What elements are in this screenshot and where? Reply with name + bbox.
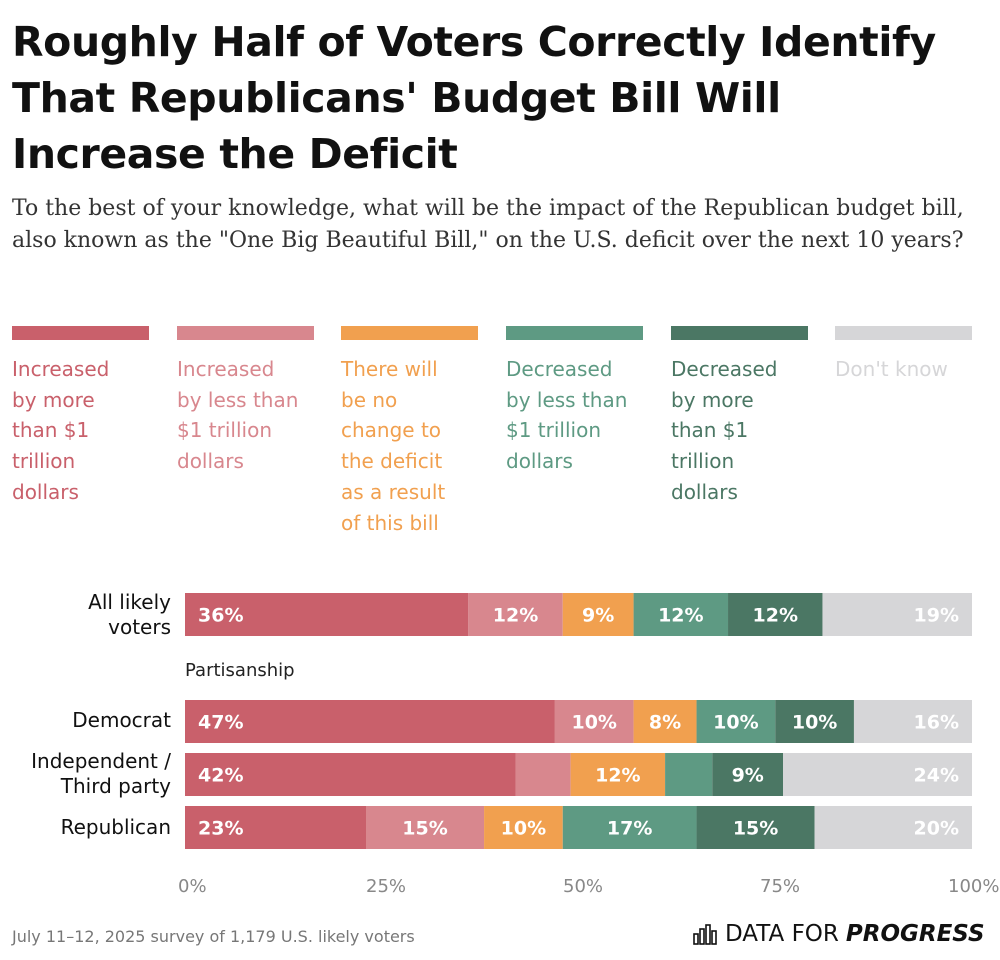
legend-label: Increased by less than $1 trillion dollars xyxy=(177,357,299,474)
bar-value-label: 12% xyxy=(753,605,798,627)
bar-segment xyxy=(468,593,563,636)
legend-swatch xyxy=(341,326,478,340)
bar-segment xyxy=(822,593,972,636)
bar-value-label: 12% xyxy=(493,605,538,627)
bar-segment xyxy=(853,700,972,743)
bar-value-label: 23% xyxy=(198,818,243,840)
row-label-all-voters: All likely voters xyxy=(88,590,171,639)
legend-label: Decreased by less than $1 trillion dollars xyxy=(506,357,628,474)
bar-value-label: 12% xyxy=(658,605,703,627)
bar-segment xyxy=(484,806,563,849)
footer-note: July 11–12, 2025 survey of 1,179 U.S. li… xyxy=(12,927,415,946)
bar-value-label: 9% xyxy=(732,765,764,787)
bar-value-label: 42% xyxy=(198,765,243,787)
bar-value-label: 9% xyxy=(582,605,614,627)
legend-item-no-change: There will be no change to the deficit as a … xyxy=(341,326,478,538)
bar-segment xyxy=(783,753,972,796)
x-tick-50: 50% xyxy=(563,876,604,897)
group-label-partisanship: Partisanship xyxy=(185,660,295,681)
row-label-democrat: Democrat xyxy=(72,708,171,732)
x-tick-100: 100% xyxy=(948,876,1000,897)
chart-title: Roughly Half of Voters Correctly Identif… xyxy=(12,18,936,178)
legend-label: Don't know xyxy=(835,357,948,381)
bar-segment xyxy=(696,806,815,849)
bar-value-label: 36% xyxy=(198,605,243,627)
x-tick-75: 75% xyxy=(760,876,801,897)
row-label-independent: Independent / Third party xyxy=(31,749,171,798)
bar-segment xyxy=(570,753,666,796)
bar-segment xyxy=(728,593,823,636)
legend-item-dont-know: Don't know xyxy=(835,326,972,385)
bar-segment xyxy=(775,700,854,743)
x-tick-0: 0% xyxy=(178,876,207,897)
bar-segment xyxy=(633,593,729,636)
chart-subtitle: To the best of your knowledge, what will… xyxy=(12,196,964,253)
bar-segment xyxy=(562,806,697,849)
bar-segment xyxy=(554,700,634,743)
bar-value-label: 10% xyxy=(501,818,546,840)
bar-value-label: 19% xyxy=(914,605,959,627)
bar-segment xyxy=(665,753,713,796)
legend-swatch xyxy=(506,326,643,340)
bar-value-label: 10% xyxy=(571,712,616,734)
bar-segment xyxy=(696,700,776,743)
legend-swatch xyxy=(12,326,149,340)
row-label-republican: Republican xyxy=(60,815,171,839)
bar-value-label: 17% xyxy=(607,818,652,840)
legend-item-increased-less: Increased by less than $1 trillion dollars xyxy=(177,326,314,477)
bar-segment xyxy=(366,806,485,849)
brand-logo: DATA FOR PROGRESS xyxy=(693,921,985,947)
bar-segment xyxy=(185,593,469,636)
bar-value-label: 20% xyxy=(914,818,959,840)
bar-value-label: 47% xyxy=(198,712,243,734)
brand-text-light: DATA FOR xyxy=(725,921,839,947)
legend-label: Decreased by more than $1 trillion dollars xyxy=(671,357,778,504)
bar-segment xyxy=(712,753,784,796)
legend-item-decreased-less: Decreased by less than $1 trillion dollars xyxy=(506,326,643,477)
bar-segment xyxy=(814,806,972,849)
bar-segment xyxy=(562,593,634,636)
bar-segment xyxy=(185,806,367,849)
legend-swatch xyxy=(835,326,972,340)
x-tick-25: 25% xyxy=(366,876,407,897)
bar-value-label: 10% xyxy=(792,712,837,734)
legend-label: Increased by more than $1 trillion dollars xyxy=(12,357,110,504)
bar-value-label: 10% xyxy=(713,712,758,734)
legend: Increased by more than $1 trillion dollars I… xyxy=(12,326,974,536)
legend-swatch xyxy=(177,326,314,340)
bar-segment xyxy=(515,753,571,796)
bar-segment xyxy=(185,753,516,796)
bar-segment xyxy=(185,700,555,743)
legend-label: There will be no change to the deficit as a … xyxy=(341,357,446,535)
bar-chart-icon xyxy=(693,924,717,945)
bar-value-label: 15% xyxy=(733,818,778,840)
bar-segment xyxy=(633,700,697,743)
legend-swatch xyxy=(671,326,808,340)
bar-value-label: 15% xyxy=(402,818,447,840)
bar-value-label: 12% xyxy=(595,765,640,787)
legend-item-increased-more: Increased by more than $1 trillion dollars xyxy=(12,326,149,508)
bar-value-label: 24% xyxy=(914,765,959,787)
bar-value-label: 16% xyxy=(914,712,959,734)
legend-item-decreased-more: Decreased by more than $1 trillion dollars xyxy=(671,326,808,508)
brand-text-strong: PROGRESS xyxy=(845,921,985,947)
bar-value-label: 8% xyxy=(649,712,681,734)
